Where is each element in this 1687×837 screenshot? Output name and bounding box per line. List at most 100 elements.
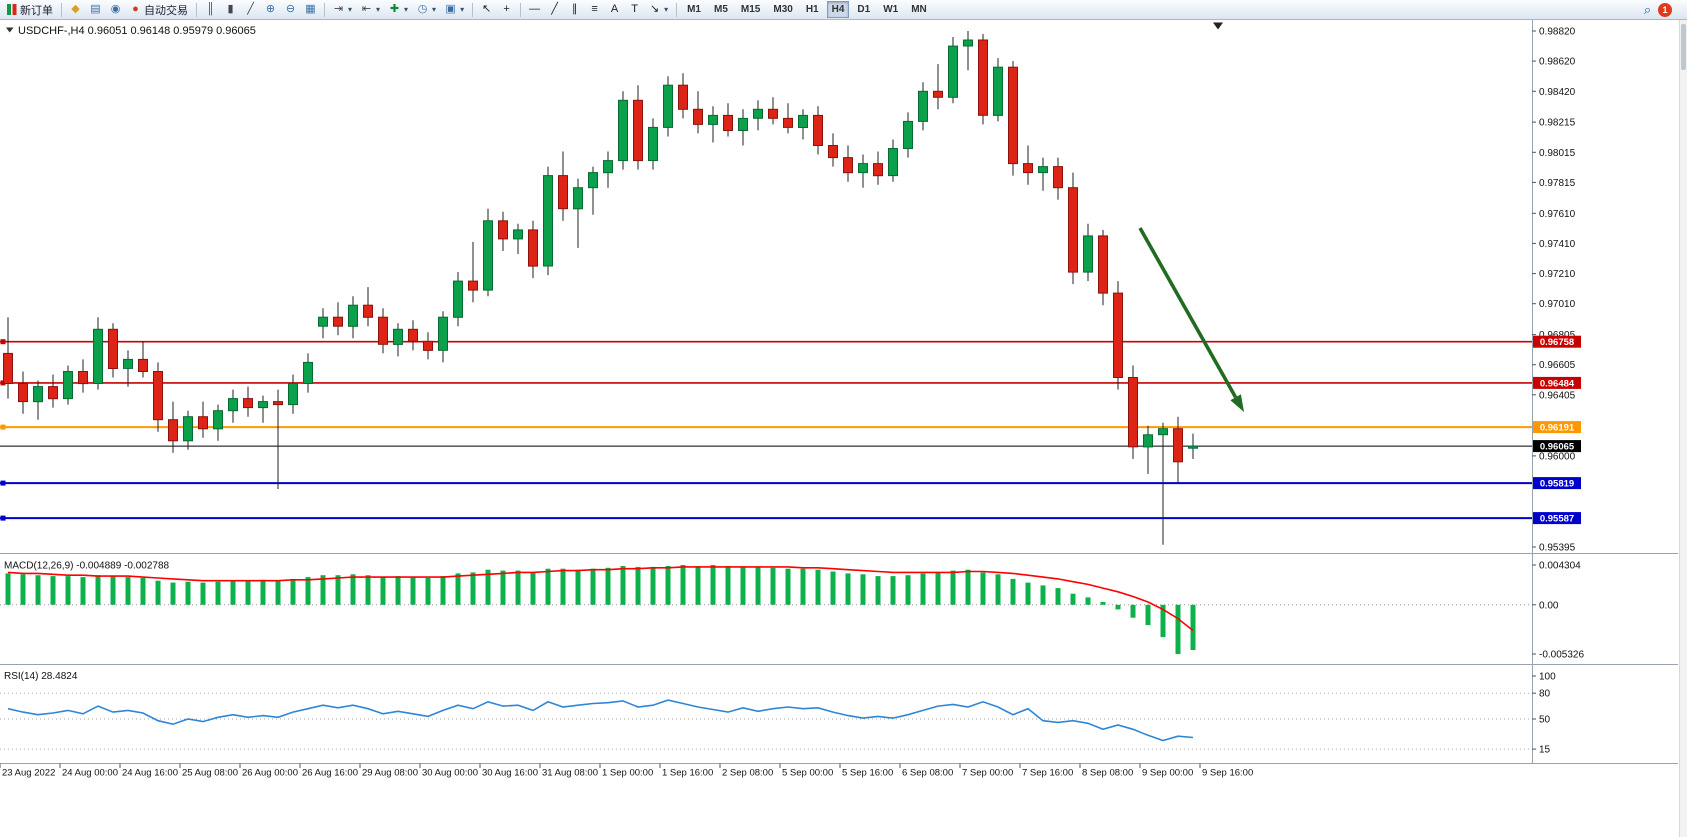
candle-body (3, 352, 13, 384)
timeframe-h1-button[interactable]: H1 (801, 1, 824, 18)
autotrade-button-label: 自动交易 (144, 4, 188, 17)
rsi-tick-label: 100 (1539, 672, 1556, 683)
candle-body (123, 358, 133, 369)
candle-body (213, 410, 223, 430)
candle-body (873, 163, 883, 177)
time-label: 5 Sep 16:00 (842, 768, 893, 779)
auto-scroll-button[interactable]: ⇥ ▾ (329, 1, 356, 19)
autotrade-button[interactable]: ● 自动交易 (126, 1, 192, 19)
timeframe-d1-button[interactable]: D1 (852, 1, 875, 18)
line-handle[interactable] (0, 515, 6, 521)
templates-button[interactable]: ▣ ▾ (441, 1, 468, 19)
macd-tick-label: 0.00 (1539, 600, 1559, 611)
periods-button[interactable]: ◷ ▾ (413, 1, 440, 19)
candle-body (693, 108, 703, 125)
candle-body (663, 84, 673, 128)
data-window-button[interactable]: ◉ (106, 1, 125, 19)
timeframe-m1-button[interactable]: M1 (682, 1, 706, 18)
vertical-scrollbar[interactable] (1679, 20, 1687, 837)
text-button[interactable]: A (605, 1, 624, 19)
time-label: 30 Aug 00:00 (422, 768, 478, 779)
timeframe-m5-button[interactable]: M5 (709, 1, 733, 18)
zoom-in-button[interactable]: ⊕ (261, 1, 280, 19)
channel-button[interactable]: ∥ (565, 1, 584, 19)
macd-tick-label: 0.004304 (1539, 561, 1581, 572)
chart-header: USDCHF-,H4 0.96051 0.96148 0.95979 0.960… (18, 25, 256, 37)
candle-body (243, 398, 253, 409)
indicators-button[interactable]: ✚ ▾ (385, 1, 412, 19)
trend-arrow-annotation[interactable] (1138, 227, 1238, 399)
timeframe-h4-button[interactable]: H4 (826, 1, 850, 18)
line-chart-button[interactable]: ╱ (241, 1, 260, 19)
candle-body (558, 175, 568, 210)
text-label-icon: T (631, 3, 638, 15)
notifications-badge[interactable]: 1 (1658, 2, 1672, 17)
autotrade-icon: ● (132, 3, 139, 15)
price-badge-label: 0.95819 (1540, 479, 1574, 490)
candle-body (198, 416, 208, 430)
horizontal-line-button[interactable]: — (525, 1, 544, 19)
candle-body (408, 328, 418, 342)
chart-shift-marker-icon[interactable] (1213, 22, 1223, 30)
search-icon[interactable]: ⌕ (1643, 2, 1652, 17)
chart-shift-button[interactable]: ⇤ ▾ (357, 1, 384, 19)
price-badge-label: 0.96191 (1540, 423, 1575, 434)
fibonacci-button[interactable]: ≡ (585, 1, 604, 19)
price-badge-label: 0.96758 (1540, 337, 1574, 348)
price-badge-label: 0.95587 (1540, 514, 1574, 525)
price-badge (1533, 440, 1581, 453)
candle-body (1158, 428, 1168, 436)
scrollbar-thumb[interactable] (1681, 24, 1686, 70)
candle-body (708, 114, 718, 125)
toolbar-separator (61, 2, 62, 17)
price-tick-label: 0.98420 (1539, 87, 1576, 98)
candle-body (648, 126, 658, 161)
candle-body (993, 66, 1003, 116)
time-label: 23 Aug 2022 (2, 768, 55, 779)
symbol-dropdown-icon[interactable] (6, 27, 14, 33)
candle-body (183, 416, 193, 442)
price-tick-label: 0.95395 (1539, 543, 1576, 554)
timeframe-w1-button[interactable]: W1 (878, 1, 903, 18)
trendline-button[interactable]: ╱ (545, 1, 564, 19)
crosshair-button[interactable]: + (497, 1, 516, 19)
candle-body (1023, 163, 1033, 174)
candle-body (573, 187, 583, 210)
horizontal-line-icon: — (529, 3, 541, 15)
zoom-out-icon: ⊖ (285, 3, 296, 15)
timeframe-mn-button[interactable]: MN (906, 1, 932, 18)
line-handle[interactable] (0, 424, 6, 430)
arrows-button[interactable]: ↘ ▾ (645, 1, 672, 19)
bar-chart-button[interactable]: ║ (201, 1, 220, 19)
timeframe-m30-button[interactable]: M30 (768, 1, 797, 18)
candle-body (528, 229, 538, 267)
candle-body (498, 220, 508, 240)
line-handle[interactable] (0, 480, 6, 486)
new-order-button[interactable]: 新订单 (3, 1, 57, 19)
dropdown-arrow-icon: ▾ (348, 5, 353, 14)
time-label: 31 Aug 08:00 (542, 768, 598, 779)
template-icon: ▣ (445, 3, 456, 15)
price-badge (1533, 477, 1581, 490)
candlestick-chart-button[interactable]: ▮ (221, 1, 240, 19)
tile-windows-button[interactable]: ▦ (301, 1, 320, 19)
candle-body (48, 386, 58, 400)
trend-arrow-head[interactable] (1230, 394, 1244, 412)
arrow-tools-icon: ↘ (649, 3, 660, 15)
candle-body (33, 386, 43, 403)
line-handle[interactable] (0, 339, 6, 345)
toolbar-separator (324, 2, 325, 17)
candle-body (978, 39, 988, 116)
chart-shift-icon: ⇤ (361, 3, 372, 15)
cursor-button[interactable]: ↖ (477, 1, 496, 19)
charts-button[interactable]: ◆ (66, 1, 85, 19)
candle-body (348, 304, 358, 327)
toolbar-left-group: 新订单 ◆ ▤ ◉ ● 自动交易 ║ ▮ ╱ ⊕ ⊖ ▦ ⇥ ▾ ⇤ ▾ ✚ ▾ ◷ ▾ ▣ ▾ ↖ + — ╱ ∥ ≡ A T ↘ ▾ M1 M… (3, 1, 933, 19)
text-label-button[interactable]: T (625, 1, 644, 19)
timeframe-m15-button[interactable]: M15 (736, 1, 765, 18)
candle-body (228, 398, 238, 412)
zoom-out-button[interactable]: ⊖ (281, 1, 300, 19)
candle-body (948, 45, 958, 98)
market-watch-button[interactable]: ▤ (86, 1, 105, 19)
